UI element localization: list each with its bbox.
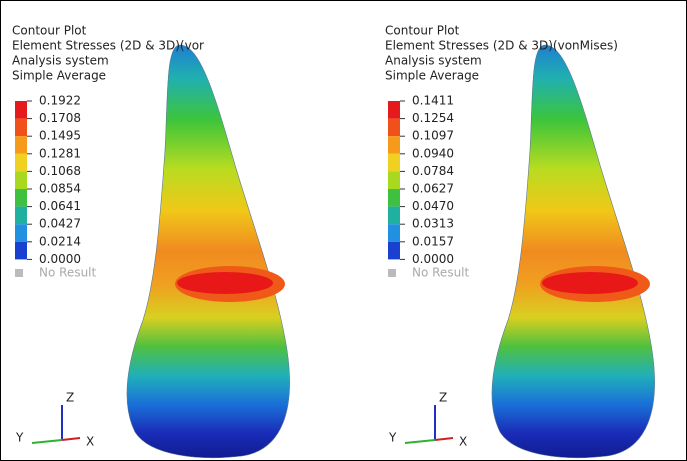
legend-swatch [15, 207, 27, 225]
legend-swatch [388, 224, 400, 242]
legend-label: 0.0854 [39, 182, 81, 196]
header-line: Element Stresses (2D & 3D)(vor [12, 39, 204, 53]
axis-z-label: Z [439, 391, 447, 405]
legend-label: 0.0313 [412, 217, 454, 231]
legend-swatch [388, 119, 400, 137]
legend-label: 0.0214 [39, 234, 81, 248]
axis-x-label: X [459, 435, 467, 449]
legend-swatch [15, 119, 27, 137]
legend-label: 0.0000 [39, 252, 81, 266]
no-result-swatch [15, 269, 23, 277]
no-result-label: No Result [39, 266, 97, 280]
axis-y-label: Y [15, 431, 24, 445]
legend-swatch [15, 101, 27, 119]
legend-swatch [15, 224, 27, 242]
axis-y-label: Y [388, 431, 397, 445]
legend-label: 0.1411 [412, 94, 454, 108]
legend-swatch [388, 207, 400, 225]
header-line: Simple Average [385, 69, 479, 83]
legend-swatch [388, 154, 400, 172]
legend-swatch [15, 189, 27, 207]
legend-label: 0.0784 [412, 164, 454, 178]
header-line: Simple Average [12, 69, 106, 83]
legend-label: 0.1068 [39, 164, 81, 178]
legend-label: 0.1097 [412, 129, 454, 143]
legend-swatch [15, 242, 27, 260]
axis-x-label: X [86, 435, 94, 449]
screenshot: Contour PlotElement Stresses (2D & 3D)(v… [0, 0, 687, 461]
no-result-label: No Result [412, 266, 470, 280]
axis-z-label: Z [66, 391, 74, 405]
header-line: Contour Plot [12, 24, 87, 38]
legend-swatch [15, 154, 27, 172]
legend-label: 0.1281 [39, 146, 81, 160]
legend-swatch [388, 101, 400, 119]
legend-swatch [15, 171, 27, 189]
legend-label: 0.1495 [39, 129, 81, 143]
legend-label: 0.1708 [39, 111, 81, 125]
legend-label: 0.0157 [412, 234, 454, 248]
legend-label: 0.0000 [412, 252, 454, 266]
legend-label: 0.1254 [412, 111, 454, 125]
legend-label: 0.0470 [412, 199, 454, 213]
legend-label: 0.0627 [412, 182, 454, 196]
legend-swatch [388, 136, 400, 154]
header-line: Contour Plot [385, 24, 460, 38]
legend-label: 0.0641 [39, 199, 81, 213]
legend-label: 0.0427 [39, 217, 81, 231]
header-line: Element Stresses (2D & 3D)(vonMises) [385, 39, 618, 53]
legend-label: 0.1922 [39, 94, 81, 108]
legend-swatch [388, 171, 400, 189]
legend-swatch [388, 189, 400, 207]
legend-swatch [388, 242, 400, 260]
legend-swatch [15, 136, 27, 154]
header-line: Analysis system [12, 54, 109, 68]
legend-label: 0.0940 [412, 146, 454, 160]
no-result-swatch [388, 269, 396, 277]
header-line: Analysis system [385, 54, 482, 68]
